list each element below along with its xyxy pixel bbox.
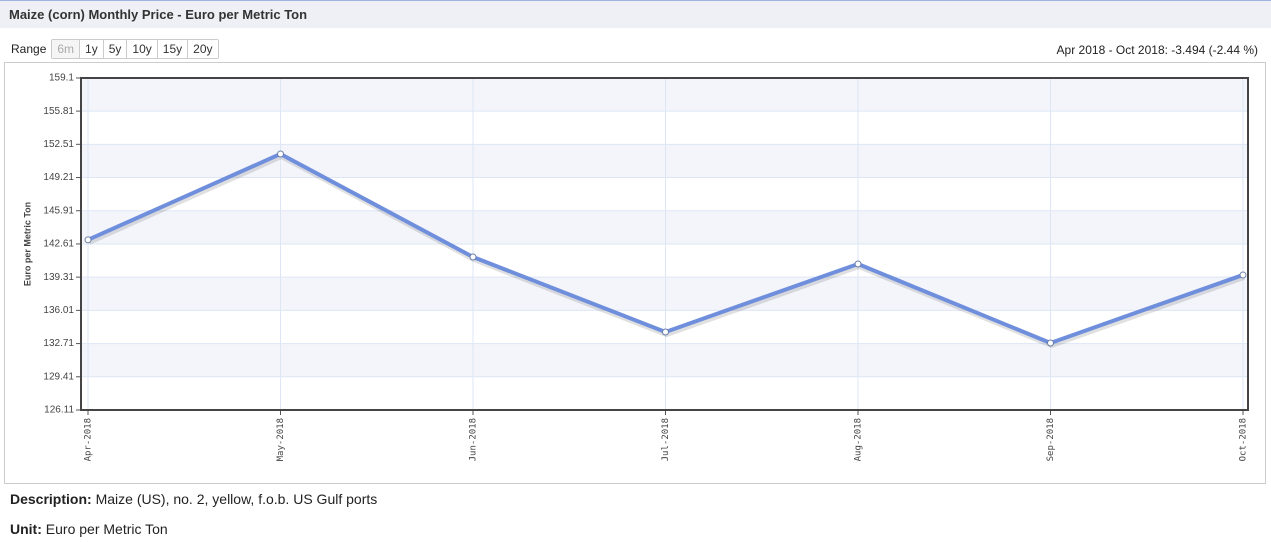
y-tick-label: 145.91 [43, 205, 74, 216]
y-tick-label: 159.1 [49, 73, 74, 84]
y-tick-label: 132.71 [43, 338, 74, 349]
line-shadow [87, 152, 1245, 349]
x-tick-label: Sep-2018 [1046, 418, 1056, 461]
plot-band [81, 343, 1248, 377]
description-label: Description: [10, 491, 92, 507]
range-summary: Apr 2018 - Oct 2018: -3.494 (-2.44 %) [1056, 43, 1258, 57]
x-tick-label: Oct-2018 [1239, 418, 1249, 461]
y-tick-label: 129.41 [43, 371, 74, 382]
range-button[interactable]: 20y [188, 40, 218, 58]
unit-label: Unit: [10, 521, 42, 537]
plot-band [81, 277, 1248, 311]
x-tick-label: Jun-2018 [469, 418, 479, 461]
header: Maize (corn) Monthly Price - Euro per Me… [0, 0, 1271, 28]
x-tick-label: May-2018 [276, 418, 286, 461]
plot-band [81, 78, 1248, 112]
unit: Unit: Euro per Metric Ton [10, 521, 168, 537]
chart-frame [4, 62, 1266, 484]
range-button[interactable]: 1y [80, 40, 104, 58]
unit-text: Euro per Metric Ton [45, 521, 168, 537]
y-axis-label: Euro per Metric Ton [22, 202, 32, 286]
range-button[interactable]: 15y [157, 40, 189, 58]
x-tick-label: Apr-2018 [84, 418, 94, 461]
plot-band [81, 144, 1248, 178]
range-bar: Range 6m 1y 5y 10y 15y 20y [11, 39, 219, 59]
y-tick-label: 142.61 [43, 239, 74, 250]
y-tick-label: 149.21 [43, 172, 74, 183]
x-tick-label: Aug-2018 [854, 418, 864, 461]
point [277, 150, 284, 158]
point [854, 260, 862, 268]
x-tick-label: Jul-2018 [661, 418, 671, 461]
range-buttons: 6m 1y 5y 10y 15y 20y [51, 39, 219, 59]
range-button[interactable]: 10y [127, 40, 158, 58]
point [1047, 339, 1054, 347]
point [1239, 271, 1247, 279]
y-tick-label: 126.11 [44, 405, 74, 416]
plot-band [81, 210, 1248, 244]
point [662, 328, 669, 336]
y-tick-label: 152.51 [43, 139, 74, 150]
description: Description: Maize (US), no. 2, yellow, … [10, 491, 377, 507]
point [84, 236, 92, 244]
y-tick-label: 139.31 [43, 272, 74, 283]
point [469, 253, 477, 261]
y-tick-label: 155.81 [43, 106, 74, 117]
plot-border [80, 77, 1249, 411]
y-tick-label: 136.01 [43, 305, 74, 316]
range-label: Range [11, 42, 47, 56]
title: Maize (corn) Monthly Price - Euro per Me… [9, 7, 308, 22]
description-text: Maize (US), no. 2, yellow, f.o.b. US Gul… [95, 491, 378, 507]
range-button[interactable]: 6m [52, 40, 81, 58]
range-button[interactable]: 5y [103, 40, 128, 58]
